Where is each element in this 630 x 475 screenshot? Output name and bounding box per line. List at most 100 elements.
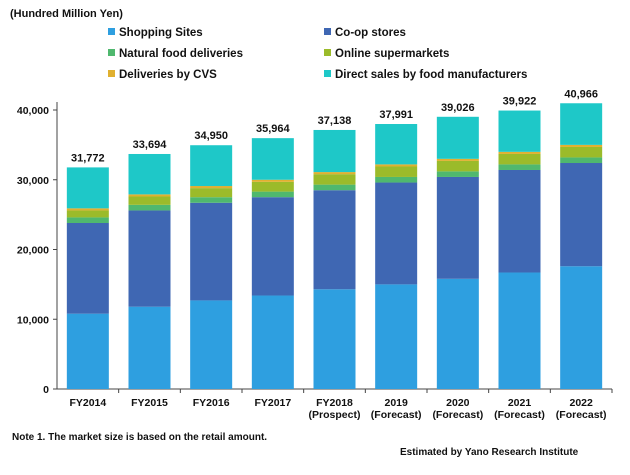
bar-segment-deliveries-by-cvs xyxy=(128,194,171,197)
bar-segment-shopping-sites xyxy=(190,300,233,389)
x-tick-label: (Forecast) xyxy=(556,409,607,421)
legend-item-natural-food: Natural food deliveries xyxy=(108,48,243,60)
legend-swatch-direct-sales xyxy=(324,70,331,78)
bar-segment-online-supermarkets xyxy=(128,196,171,205)
legend-swatch-online-supermarkets xyxy=(324,49,331,57)
legend-label: Direct sales by food manufacturers xyxy=(335,69,528,81)
bar-segment-co-op-stores xyxy=(436,176,479,279)
bar-segment-online-supermarkets xyxy=(375,166,418,177)
x-tick-label: FY2018 xyxy=(316,397,353,409)
bar-total-label: 37,138 xyxy=(318,115,352,127)
bar-segment-co-op-stores xyxy=(375,182,418,285)
bar-segment-natural-food-deliveries xyxy=(498,164,541,170)
x-tick-label: FY2015 xyxy=(131,397,168,409)
bar-segment-shopping-sites xyxy=(66,313,109,389)
x-tick-label: (Forecast) xyxy=(494,409,545,421)
bar-segment-co-op-stores xyxy=(498,169,541,273)
y-tick-label: 20,000 xyxy=(17,245,49,257)
bar-segment-natural-food-deliveries xyxy=(375,176,418,183)
bar-segment-direct-sales-by-food-manufacturers xyxy=(560,103,603,145)
legend-item-cvs: Deliveries by CVS xyxy=(108,69,217,81)
bar-segment-co-op-stores xyxy=(251,197,294,296)
y-tick-label: 0 xyxy=(43,384,49,396)
legend-label: Natural food deliveries xyxy=(119,48,243,60)
bar-segment-shopping-sites xyxy=(560,266,603,389)
bar-segment-co-op-stores xyxy=(128,210,171,307)
bar-segment-online-supermarkets xyxy=(560,146,603,158)
bar-segment-shopping-sites xyxy=(498,272,541,389)
bar-total-label: 37,991 xyxy=(379,109,413,121)
y-axis-unit-label: (Hundred Million Yen) xyxy=(10,8,123,20)
bar-total-label: 39,922 xyxy=(503,96,537,108)
x-tick-label: (Forecast) xyxy=(371,409,422,421)
legend-label: Co-op stores xyxy=(335,27,406,39)
bar-segment-direct-sales-by-food-manufacturers xyxy=(436,116,479,159)
bar-segment-direct-sales-by-food-manufacturers xyxy=(251,138,294,180)
legend-label: Shopping Sites xyxy=(119,27,203,39)
bar-segment-deliveries-by-cvs xyxy=(498,151,541,154)
bar-segment-co-op-stores xyxy=(313,190,356,290)
bar-segment-shopping-sites xyxy=(128,306,171,389)
y-tick-label: 40,000 xyxy=(17,105,49,117)
bar-segment-deliveries-by-cvs xyxy=(251,179,294,182)
bar-segment-direct-sales-by-food-manufacturers xyxy=(375,124,418,165)
bar-segment-online-supermarkets xyxy=(251,181,294,192)
bar-total-label: 31,772 xyxy=(71,152,105,164)
legend-label: Deliveries by CVS xyxy=(119,69,217,81)
x-tick-label: 2019 xyxy=(384,397,408,409)
bar-segment-shopping-sites xyxy=(375,284,418,389)
bar-segment-online-supermarkets xyxy=(498,153,541,165)
legend-label: Online supermarkets xyxy=(335,48,450,60)
legend-swatch-shopping-sites xyxy=(108,28,115,36)
bar-segment-natural-food-deliveries xyxy=(251,191,294,198)
bar-segment-deliveries-by-cvs xyxy=(313,172,356,175)
bar-segment-online-supermarkets xyxy=(66,210,109,218)
bar-segment-online-supermarkets xyxy=(190,188,233,198)
bar-segment-natural-food-deliveries xyxy=(66,217,109,223)
bar-segment-natural-food-deliveries xyxy=(560,157,603,164)
x-tick-label: FY2017 xyxy=(254,397,291,409)
x-tick-label: FY2016 xyxy=(193,397,230,409)
bar-total-label: 40,966 xyxy=(564,88,598,100)
legend-swatch-natural-food xyxy=(108,49,115,57)
x-tick-label: (Forecast) xyxy=(432,409,483,421)
source-credit: Estimated by Yano Research Institute xyxy=(400,447,579,458)
x-tick-label: FY2014 xyxy=(69,397,106,409)
legend-item-direct-sales: Direct sales by food manufacturers xyxy=(324,69,527,81)
bar-segment-deliveries-by-cvs xyxy=(66,208,109,211)
bar-segment-natural-food-deliveries xyxy=(313,184,356,191)
bar-segment-direct-sales-by-food-manufacturers xyxy=(313,129,356,173)
bar-segment-direct-sales-by-food-manufacturers xyxy=(498,110,541,152)
bar-total-label: 34,950 xyxy=(194,130,228,142)
bar-segment-deliveries-by-cvs xyxy=(190,186,233,189)
legend-item-coop-stores: Co-op stores xyxy=(324,27,406,39)
bar-segment-direct-sales-by-food-manufacturers xyxy=(128,153,171,195)
bar-segment-online-supermarkets xyxy=(313,174,356,185)
bar-segment-natural-food-deliveries xyxy=(190,197,233,203)
y-tick-label: 30,000 xyxy=(17,175,49,187)
bar-segment-deliveries-by-cvs xyxy=(436,158,479,161)
bar-segment-deliveries-by-cvs xyxy=(560,144,603,147)
y-tick-label: 10,000 xyxy=(17,314,49,326)
bar-segment-direct-sales-by-food-manufacturers xyxy=(190,145,233,187)
x-tick-label: 2021 xyxy=(508,397,532,409)
x-tick-label: 2020 xyxy=(446,397,470,409)
bar-total-label: 35,964 xyxy=(256,123,291,135)
bar-segment-co-op-stores xyxy=(560,163,603,267)
bar-segment-deliveries-by-cvs xyxy=(375,164,418,167)
bar-total-label: 33,694 xyxy=(133,139,168,151)
bar-segment-direct-sales-by-food-manufacturers xyxy=(66,167,109,209)
bar-segment-natural-food-deliveries xyxy=(128,204,171,211)
legend-swatch-coop-stores xyxy=(324,28,331,36)
bar-segment-natural-food-deliveries xyxy=(436,171,479,177)
bar-total-label: 39,026 xyxy=(441,102,475,114)
bar-segment-co-op-stores xyxy=(190,202,233,301)
legend-item-online-supermarkets: Online supermarkets xyxy=(324,48,449,60)
bar-segment-shopping-sites xyxy=(251,295,294,389)
x-tick-label: 2022 xyxy=(569,397,593,409)
legend-swatch-cvs xyxy=(108,70,115,78)
footnote: Note 1. The market size is based on the … xyxy=(12,432,268,443)
bar-segment-shopping-sites xyxy=(436,278,479,389)
